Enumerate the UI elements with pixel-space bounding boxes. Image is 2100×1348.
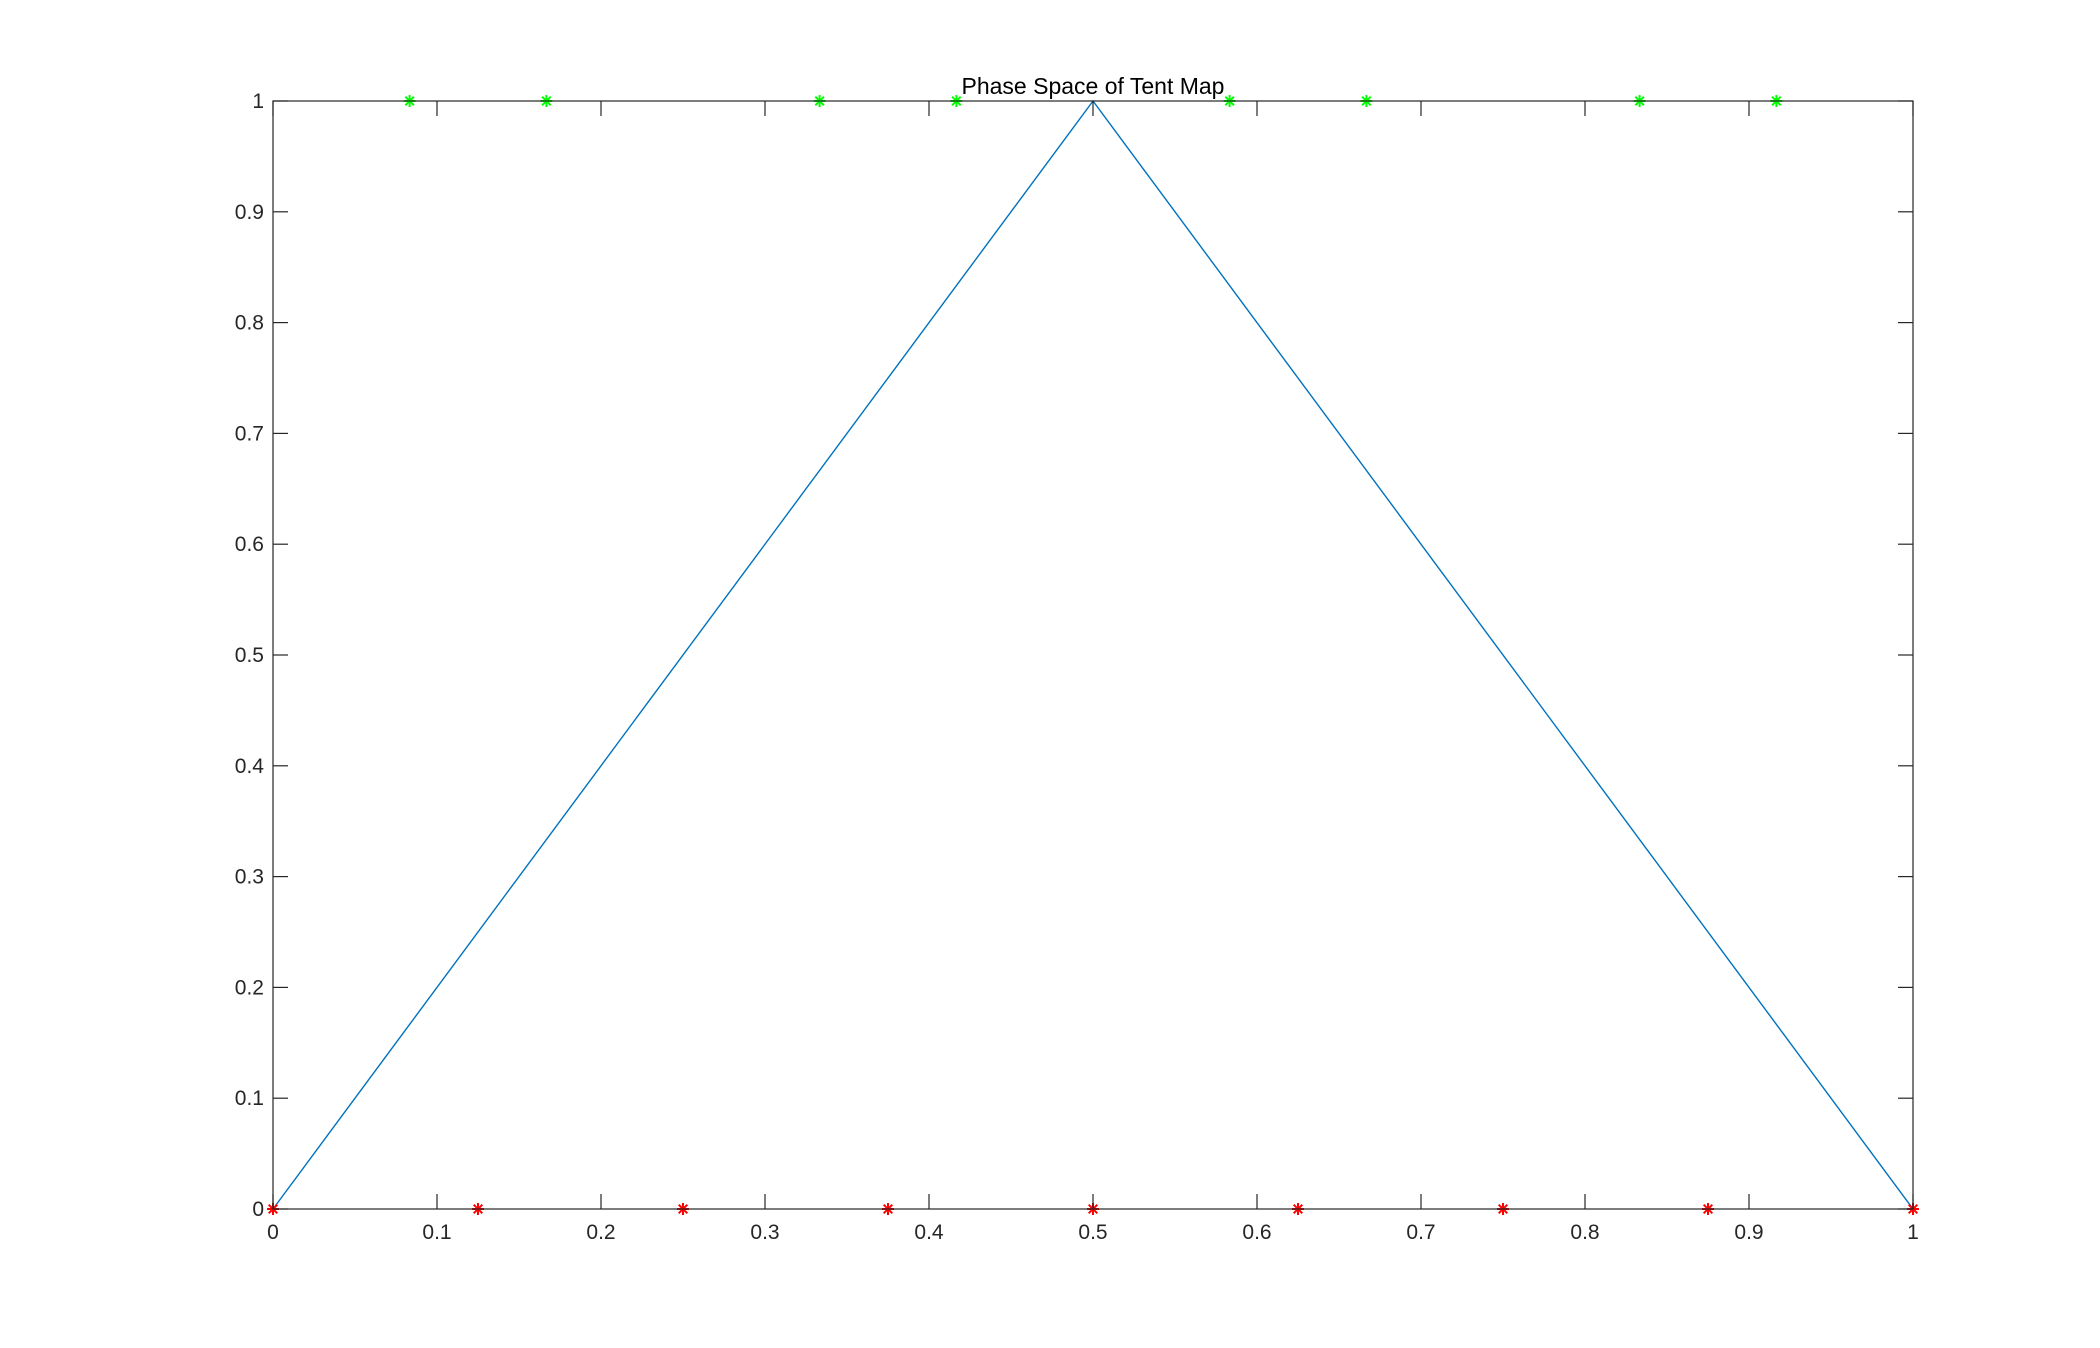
y-tick-label: 0.4 bbox=[235, 755, 265, 778]
y-tick-label: 0 bbox=[252, 1198, 264, 1221]
y-tick-label: 0.2 bbox=[235, 976, 264, 999]
y-tick-label: 0.7 bbox=[235, 422, 264, 445]
y-tick-label: 0.3 bbox=[235, 866, 264, 889]
y-tick-label: 0.8 bbox=[235, 312, 264, 335]
y-tick-label: 0.1 bbox=[235, 1087, 264, 1110]
y-tick-label: 0.6 bbox=[235, 533, 264, 556]
x-tick-label: 0 bbox=[267, 1221, 279, 1244]
x-tick-label: 0.8 bbox=[1570, 1221, 1599, 1244]
x-tick-label: 0.6 bbox=[1242, 1221, 1271, 1244]
chart-title: Phase Space of Tent Map bbox=[962, 73, 1225, 99]
y-tick-label: 1 bbox=[252, 90, 264, 113]
x-tick-label: 0.1 bbox=[422, 1221, 451, 1244]
y-tick-label: 0.5 bbox=[235, 644, 264, 667]
x-tick-label: 0.4 bbox=[914, 1221, 944, 1244]
x-tick-label: 0.9 bbox=[1734, 1221, 1763, 1244]
y-tick-label: 0.9 bbox=[235, 201, 264, 224]
x-tick-label: 0.5 bbox=[1078, 1221, 1107, 1244]
axes: 0 0.1 0.2 0.3 0.4 0.5 0.6 0.7 0.8 0.9 1 0 0.1 0.2 0.3 0… bbox=[235, 90, 1919, 1244]
x-tick-label: 1 bbox=[1907, 1221, 1919, 1244]
x-tick-label: 0.2 bbox=[586, 1221, 615, 1244]
x-tick-label: 0.7 bbox=[1406, 1221, 1435, 1244]
x-tick-label: 0.3 bbox=[750, 1221, 779, 1244]
